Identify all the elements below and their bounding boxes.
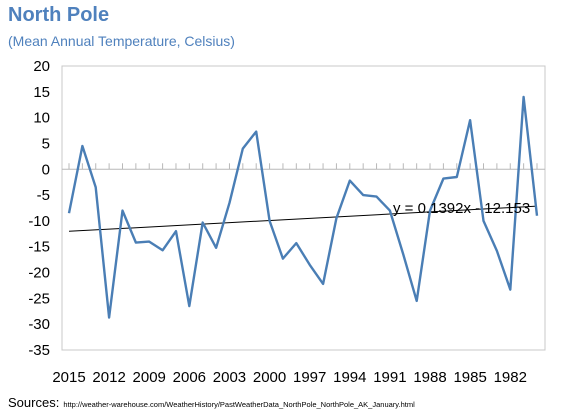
x-tick-label: 2009 xyxy=(133,369,166,386)
temperature-series-line xyxy=(67,95,539,319)
sources-note: Sources: http://weather-warehouse.com/Wea… xyxy=(8,395,415,410)
plot-area-border xyxy=(61,65,546,351)
y-tick-label: 10 xyxy=(33,110,50,127)
y-tick-label: -35 xyxy=(28,342,50,359)
x-tick-label: 1997 xyxy=(293,369,326,386)
x-tick-label: 2000 xyxy=(253,369,286,386)
sources-url[interactable]: http://weather-warehouse.com/WeatherHist… xyxy=(63,400,415,409)
y-tick-label: -30 xyxy=(28,316,50,333)
x-tick-label: 1985 xyxy=(453,369,486,386)
x-tick-label: 1988 xyxy=(413,369,446,386)
y-tick-label: -10 xyxy=(28,213,50,230)
y-tick-label: 20 xyxy=(33,58,50,75)
chart-title: North Pole xyxy=(8,4,110,26)
trendline xyxy=(68,205,538,232)
sources-label: Sources: xyxy=(8,395,60,410)
x-tick-label: 2003 xyxy=(213,369,246,386)
y-tick-label: -5 xyxy=(37,187,50,204)
y-tick-label: -15 xyxy=(28,239,50,256)
y-tick-label: -20 xyxy=(28,265,50,282)
y-tick-label: 15 xyxy=(33,84,50,101)
y-tick-label: -25 xyxy=(28,290,50,307)
x-tick-label: 1991 xyxy=(373,369,406,386)
y-tick-label: 5 xyxy=(42,135,50,152)
x-tick-label: 1994 xyxy=(333,369,366,386)
x-tick-label: 2012 xyxy=(92,369,125,386)
x-tick-label: 1982 xyxy=(494,369,527,386)
x-tick-label: 2015 xyxy=(52,369,85,386)
y-tick-label: 0 xyxy=(42,161,50,178)
trendline-equation: y = 0.1392x - 12.153 xyxy=(393,200,530,217)
x-tick-label: 2006 xyxy=(173,369,206,386)
chart-subtitle: (Mean Annual Temperature, Celsius) xyxy=(8,33,235,49)
